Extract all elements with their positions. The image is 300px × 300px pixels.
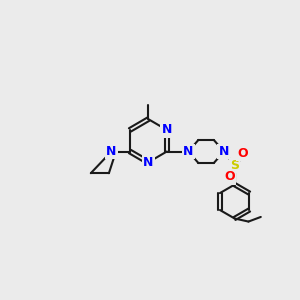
Text: N: N <box>219 145 229 158</box>
Text: S: S <box>230 159 239 172</box>
Text: N: N <box>143 156 154 169</box>
Text: N: N <box>183 145 194 158</box>
Text: N: N <box>162 123 172 136</box>
Text: O: O <box>237 146 247 160</box>
Text: O: O <box>224 170 235 183</box>
Text: N: N <box>106 145 117 158</box>
